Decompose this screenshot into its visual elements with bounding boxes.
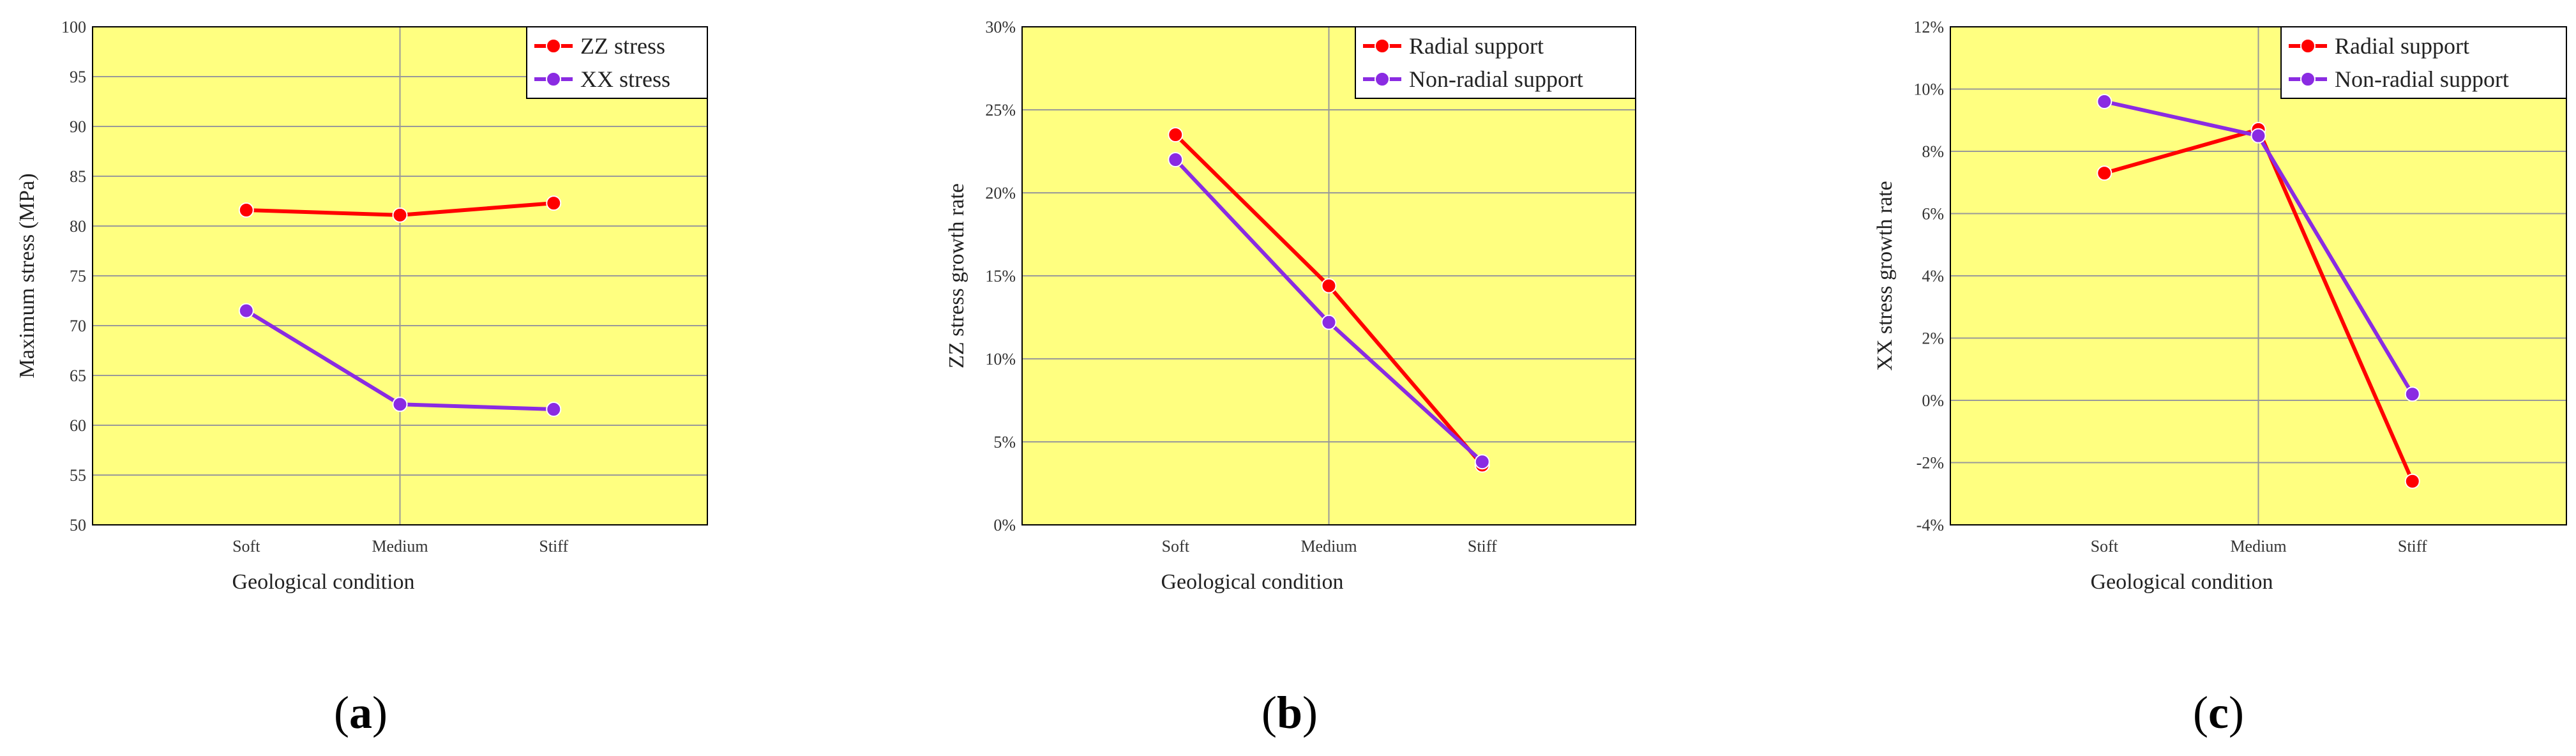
panel-label: (a): [334, 687, 388, 738]
legend-label: Non-radial support: [1409, 66, 1583, 92]
y-tick-label: 8%: [1922, 142, 1944, 161]
y-tick-label: 5%: [993, 433, 1016, 451]
y-axis-title: XX stress growth rate: [1873, 181, 1897, 370]
x-tick-label: Stiff: [539, 537, 568, 556]
chart-panel-c: -4% -2% 0% 2% 4% 6% 8% 10% 12% Soft Medium Stiff Geo…: [1873, 18, 2567, 738]
panel-label: (b): [1262, 687, 1318, 738]
x-axis-title: Geological condition: [232, 570, 414, 594]
y-tick-label: 10%: [1913, 80, 1944, 99]
x-tick-label: Medium: [2230, 537, 2286, 556]
legend-swatch-marker: [1375, 72, 1390, 87]
chart-panel-a: 50 55 60 65 70 75 80 85 90 95 100 Soft Medium Stiff Ge…: [15, 18, 708, 738]
data-point: [1168, 152, 1184, 167]
y-tick-label: 4%: [1922, 267, 1944, 285]
legend-label: ZZ stress: [580, 33, 665, 59]
y-tick-label: 25%: [985, 101, 1016, 119]
panel-label-letter: c: [2208, 687, 2229, 738]
legend-label: XX stress: [580, 66, 670, 92]
legend-label: Radial support: [1409, 33, 1544, 59]
y-tick-label: 85: [70, 167, 86, 186]
x-tick-label: Medium: [372, 537, 428, 556]
panel-label: (c): [2193, 687, 2244, 738]
legend: ZZ stress XX stress: [526, 26, 708, 99]
legend-swatch-marker: [546, 72, 561, 87]
panel-label-close: ): [372, 687, 388, 738]
panel-label-close: ): [1302, 687, 1318, 738]
panel-label-open: (: [334, 687, 349, 738]
data-point: [238, 202, 254, 218]
data-point: [1321, 278, 1337, 294]
y-tick-label: 20%: [985, 184, 1016, 202]
y-tick-label: 100: [61, 18, 86, 36]
y-tick-label: 95: [70, 68, 86, 86]
y-tick-label: 12%: [1913, 18, 1944, 36]
panel-label-letter: a: [349, 687, 372, 738]
y-axis-title: ZZ stress growth rate: [945, 183, 968, 368]
legend-swatch-marker: [1375, 38, 1390, 54]
data-point: [2250, 128, 2266, 144]
chart-panel-b: 0% 5% 10% 15% 20% 25% 30% Soft Medium Stiff Geolog…: [945, 18, 1636, 738]
plot-border: [1950, 26, 2567, 525]
y-tick-label: 10%: [985, 350, 1016, 368]
x-tick-label: Soft: [232, 537, 260, 556]
y-tick-label: 60: [70, 416, 86, 435]
legend-box: [526, 26, 708, 99]
x-tick-label: Soft: [2091, 537, 2119, 556]
y-tick-label: 55: [70, 466, 86, 485]
x-tick-label: Stiff: [1468, 537, 1497, 556]
data-point: [2097, 94, 2113, 109]
panel-label-close: ): [2229, 687, 2244, 738]
panel-label-letter: b: [1277, 687, 1302, 738]
y-tick-label: 0%: [1922, 391, 1944, 410]
legend-swatch-marker: [2300, 72, 2316, 87]
data-point: [1168, 127, 1184, 142]
x-axis-title: Geological condition: [2090, 570, 2273, 594]
x-axis-title: Geological condition: [1161, 570, 1343, 594]
x-tick-label: Soft: [1162, 537, 1190, 556]
y-tick-label: -2%: [1917, 454, 1944, 472]
data-point: [1474, 454, 1490, 470]
legend-box: [2280, 26, 2567, 99]
y-axis-title: Maximum stress (MPa): [15, 173, 39, 378]
data-point: [2404, 473, 2420, 489]
x-tick-label: Stiff: [2398, 537, 2427, 556]
panel-label-open: (: [1262, 687, 1277, 738]
legend-swatch-marker: [546, 38, 561, 54]
y-tick-label: 90: [70, 117, 86, 136]
data-point: [392, 207, 408, 223]
y-tick-label: 80: [70, 217, 86, 236]
y-tick-label: 15%: [985, 267, 1016, 285]
data-point: [1321, 314, 1337, 330]
legend-label: Non-radial support: [2335, 66, 2509, 92]
y-tick-label: 30%: [985, 18, 1016, 36]
y-tick-label: 65: [70, 367, 86, 385]
y-tick-label: 50: [70, 516, 86, 534]
data-point: [392, 397, 408, 412]
plot-border: [92, 26, 708, 525]
data-point: [546, 402, 562, 418]
data-point: [238, 303, 254, 319]
y-tick-label: -4%: [1917, 516, 1944, 534]
y-tick-label: 75: [70, 267, 86, 285]
data-point: [546, 195, 562, 211]
legend-swatch-marker: [2300, 38, 2316, 54]
y-tick-label: 0%: [993, 516, 1016, 534]
legend-box: [1355, 26, 1636, 99]
y-tick-label: 70: [70, 317, 86, 335]
data-point: [2097, 165, 2113, 181]
plot-border: [1021, 26, 1636, 525]
legend-label: Radial support: [2335, 33, 2469, 59]
y-tick-label: 2%: [1922, 329, 1944, 348]
data-point: [2404, 386, 2420, 402]
y-tick-label: 6%: [1922, 205, 1944, 223]
panel-label-open: (: [2193, 687, 2208, 738]
legend: Radial support Non-radial support: [2280, 26, 2567, 99]
legend: Radial support Non-radial support: [1355, 26, 1636, 99]
x-tick-label: Medium: [1300, 537, 1357, 556]
